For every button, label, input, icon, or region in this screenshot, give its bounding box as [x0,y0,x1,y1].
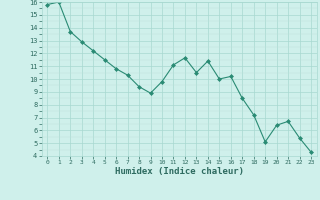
X-axis label: Humidex (Indice chaleur): Humidex (Indice chaleur) [115,167,244,176]
